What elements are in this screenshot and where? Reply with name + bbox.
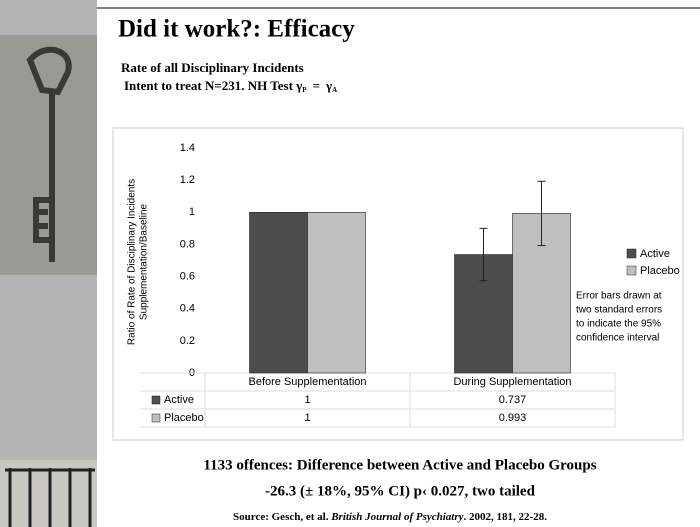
y-tick-label: 1.2 [180,174,195,186]
key-image [0,35,97,275]
source-prefix: Source: Gesch, et al. [233,511,331,523]
subtitle2: Intent to treat N=231. NH Test γP = γA [124,78,337,94]
gamma: γ [295,78,302,93]
sub: P [302,86,307,94]
bar [307,211,366,374]
legend-label: Active [640,248,670,260]
y-tick-label: 0.2 [180,335,195,347]
y-tick-label: 1.4 [180,142,195,154]
footer-line1: 1133 offences: Difference between Active… [203,457,596,473]
sub: A [332,86,337,94]
footer-line2: -26.3 (± 18%, 95% CI) p‹ 0.027, two tail… [265,483,536,499]
annotation: confidence interval [576,333,659,344]
source-suffix: . 2002, 181, 22-28. [464,511,548,523]
source: Source: Gesch, et al. British Journal of… [233,511,547,523]
eq: = [313,78,320,93]
table-legend-swatch [151,395,161,405]
y-tick-label: 0.8 [180,238,195,250]
source-journal: British Journal of Psychiatry [330,511,463,523]
x-tick-label: During Supplementation [453,376,571,388]
table-value: 0.993 [499,412,527,424]
x-tick-label: Before Supplementation [248,376,366,388]
key [26,46,72,262]
y-tick-label: 0.6 [180,270,195,282]
y-axis-label: Ratio of Rate of Disciplinary Incidents [127,179,138,345]
y-axis-label: Supplementation/Baseline [139,203,150,320]
legend-swatch [626,248,637,259]
bar [249,211,308,374]
table-value: 1 [304,394,310,406]
fence [5,468,95,527]
subtitle: Rate of all Disciplinary Incidents [121,60,304,75]
table-row-label: Placebo [164,412,204,424]
annotation: two standard errors [576,305,662,316]
legend-swatch [626,265,637,276]
table-value: 0.737 [499,394,527,406]
table-legend-swatch [151,413,161,423]
table-row-label: Active [164,394,194,406]
subtitle2-text: Intent to treat N=231. NH Test [124,78,294,93]
title: Did it work?: Efficacy [118,16,355,43]
gamma: γ [325,78,332,93]
annotation: to indicate the 95% [576,319,661,330]
table-value: 1 [304,412,310,424]
y-tick-label: 1 [189,206,195,218]
chart-box [112,127,684,441]
legend-label: Placebo [640,265,680,277]
annotation: Error bars drawn at [576,291,662,302]
y-tick-label: 0.4 [180,303,195,315]
